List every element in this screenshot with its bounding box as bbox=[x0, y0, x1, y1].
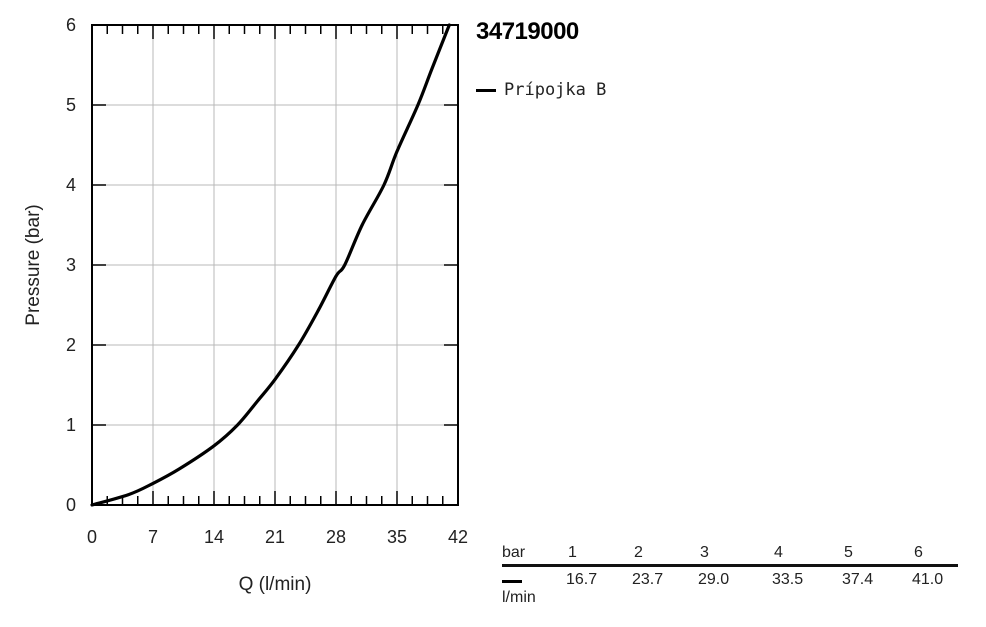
table-rule bbox=[502, 564, 958, 567]
axis-ticks bbox=[92, 24, 458, 506]
grid bbox=[91, 24, 459, 506]
table-column-header: 6 bbox=[914, 544, 923, 561]
x-tick-labels: 0 7 14 21 28 35 42 bbox=[87, 527, 468, 547]
table-value-cell: 23.7 bbox=[632, 571, 664, 588]
table-value-cell: 37.4 bbox=[842, 571, 874, 588]
table-value-cell: 41.0 bbox=[912, 571, 944, 588]
flow-table: bar 1 2 3 4 5 6 l/min 16.7 23.7 29.0 33.5 37.4 41.… bbox=[502, 544, 958, 606]
chart-title: 34719000 bbox=[476, 18, 579, 45]
x-tick-label: 42 bbox=[448, 527, 468, 547]
y-tick-label: 3 bbox=[66, 255, 76, 275]
x-axis-title: Q (l/min) bbox=[239, 574, 312, 595]
x-tick-label: 21 bbox=[265, 527, 285, 547]
table-column-header: 1 bbox=[568, 544, 577, 561]
table-series-key bbox=[502, 580, 522, 583]
series-line bbox=[90, 23, 451, 507]
series-layer bbox=[90, 23, 451, 507]
table-value-cell: 16.7 bbox=[566, 571, 598, 588]
y-tick-label: 1 bbox=[66, 415, 76, 435]
y-tick-label: 5 bbox=[66, 95, 76, 115]
x-tick-label: 14 bbox=[204, 527, 224, 547]
y-tick-label: 6 bbox=[66, 15, 76, 35]
y-tick-labels: 0 1 2 3 4 5 6 bbox=[66, 15, 76, 515]
table-column-header: 2 bbox=[634, 544, 643, 561]
legend-swatch bbox=[476, 88, 496, 92]
y-tick-label: 2 bbox=[66, 335, 76, 355]
table-unit-label: l/min bbox=[502, 589, 536, 606]
y-axis-title: Pressure (bar) bbox=[23, 204, 44, 325]
x-tick-label: 0 bbox=[87, 527, 97, 547]
x-tick-label: 28 bbox=[326, 527, 346, 547]
x-tick-label: 35 bbox=[387, 527, 407, 547]
y-tick-label: 4 bbox=[66, 175, 76, 195]
table-column-header: 4 bbox=[774, 544, 783, 561]
table-column-header: 3 bbox=[700, 544, 709, 561]
table-value-cell: 33.5 bbox=[772, 571, 804, 588]
legend-label: Prípojka B bbox=[504, 80, 607, 100]
table-header-row: bar 1 2 3 4 5 6 bbox=[502, 544, 958, 564]
table-value-cell: 29.0 bbox=[698, 571, 730, 588]
legend: Prípojka B bbox=[476, 80, 606, 100]
table-column-header: 5 bbox=[844, 544, 853, 561]
plot-frame bbox=[91, 24, 459, 506]
x-tick-label: 7 bbox=[148, 527, 158, 547]
table-header-label: bar bbox=[502, 544, 526, 561]
table-value-row: l/min 16.7 23.7 29.0 33.5 37.4 41.0 bbox=[502, 567, 958, 606]
y-tick-label: 0 bbox=[66, 495, 76, 515]
